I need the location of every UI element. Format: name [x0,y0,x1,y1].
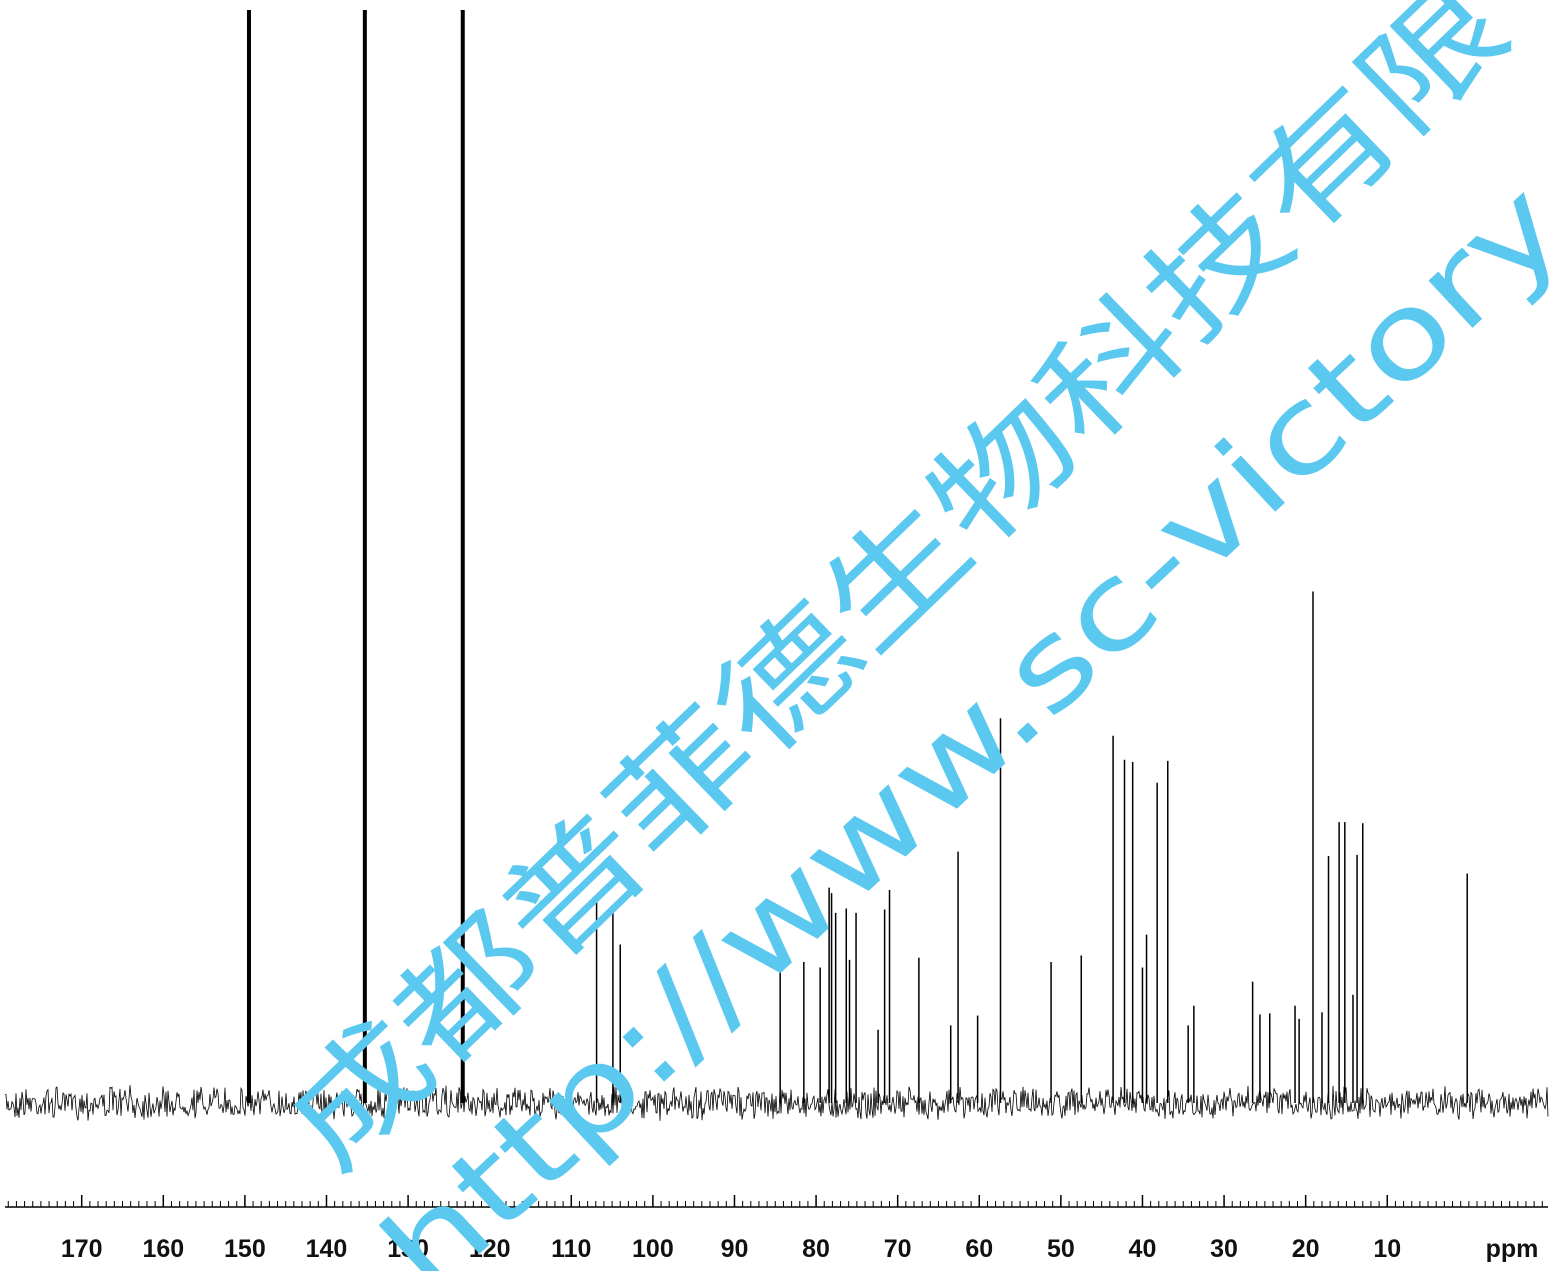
x-tick-label: 30 [1210,1235,1238,1263]
x-axis-ticks: 170 160 150 140 130 120 110 100 90 80 70 60 50 40 30 20… [7,1195,1543,1263]
x-tick-label: 120 [469,1235,511,1263]
x-tick-label: 100 [632,1235,674,1263]
plot-area [4,10,1549,1121]
x-tick-label: 140 [306,1235,348,1263]
x-tick-label: 20 [1292,1235,1320,1263]
watermark-text: 成都普菲德生物科技有限 [259,0,1535,1195]
x-tick-label: 40 [1129,1235,1157,1263]
x-tick-label: 50 [1047,1235,1075,1263]
x-tick-label: 130 [387,1235,429,1263]
x-tick-label: 80 [802,1235,830,1263]
x-tick-label: 60 [965,1235,993,1263]
x-tick-label: 110 [551,1235,591,1263]
baseline-noise [4,1085,1549,1121]
x-tick-label: 10 [1373,1235,1401,1263]
x-axis-label: ppm [1486,1235,1539,1263]
x-tick-label: 90 [721,1235,749,1263]
x-tick-label: 160 [142,1235,184,1263]
x-tick-label: 170 [61,1235,103,1263]
x-tick-label: 150 [224,1235,266,1263]
x-tick-label: 70 [884,1235,912,1263]
